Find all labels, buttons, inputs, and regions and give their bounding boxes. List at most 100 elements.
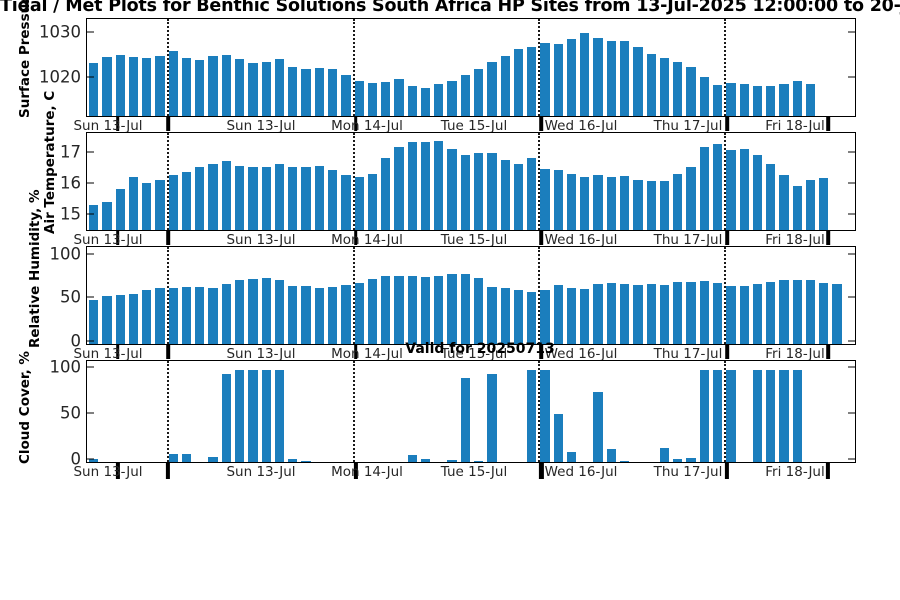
y-tick-mark [87,458,94,460]
bar [766,370,776,462]
day-separator-gridline [352,133,355,230]
bar [739,84,749,116]
bar [752,154,763,230]
bar [686,458,696,462]
bar [620,283,630,344]
bar [699,77,709,116]
x-axis-major-tick [725,117,730,131]
x-tick-label: Thu 17-Jul [653,346,723,362]
bar [407,86,417,116]
x-axis-major-tick [166,345,171,359]
bar [460,74,470,116]
bar [606,283,617,344]
bar [102,296,112,344]
x-tick-label: Wed 16-Jul [544,118,618,134]
bar [540,290,550,344]
bar [659,284,670,344]
bar [527,47,537,116]
bar [274,370,285,462]
bar [88,204,99,230]
bar [726,370,736,462]
bar [301,285,311,344]
y-tick-mark [87,151,94,153]
bar [712,84,723,116]
bar [766,164,776,230]
bar [473,461,484,462]
bar [460,154,470,230]
panel-relative-humidity: 0 50 100 [50,244,856,351]
y-tick-label: 100 [49,244,82,264]
x-tick-label: Sun 13-Jul [73,464,143,480]
x-axis-major-tick [539,231,544,245]
x-axis-major-tick [826,345,830,359]
bar [779,83,789,116]
plot-area-surface-pressure [87,19,855,116]
bar [712,283,723,344]
day-separator-gridline [166,361,169,462]
bar [500,159,510,230]
x-tick-label: Sun 13-Jul [73,232,143,248]
bar [341,284,351,344]
day-separator-gridline [538,247,541,344]
bar [752,370,763,462]
bar [447,148,457,230]
bar [553,170,563,230]
bar [726,285,736,344]
day-separator-gridline [352,361,355,462]
bar [261,277,271,344]
day-separator-gridline [352,247,355,344]
bar [288,285,298,344]
bar [792,370,802,462]
day-separator-gridline [166,247,169,344]
bar [805,83,816,116]
bar [580,33,590,116]
bar [394,79,404,116]
x-tick-label: Fri 18-Jul [765,118,825,134]
day-separator-gridline [538,19,541,116]
y-axis-title: Relative Humidity, % [27,189,43,348]
x-axis-major-tick [166,117,171,131]
bar [513,164,524,230]
bar [168,288,178,344]
bar [221,283,232,344]
bar [301,166,311,230]
bar [314,67,324,116]
bar [155,288,165,344]
bar [288,459,298,462]
bar [606,176,617,230]
bar [288,167,298,230]
bar [128,176,139,230]
bar [420,276,431,344]
day-separator-gridline [538,133,541,230]
x-tick-label: Thu 17-Jul [653,118,723,134]
bar [819,178,829,230]
y-tick-mark [848,76,855,78]
bar [181,453,192,462]
x-axis-major-tick [116,231,120,245]
bar [181,172,192,230]
bar [646,53,656,116]
day-separator-gridline [724,133,727,230]
x-axis-band-surface-pressure: Sun 13-Jul Sun 13-Jul Mon 14-Jul Tue 15-Jul… [73,117,856,138]
bar [221,54,232,116]
y-tick-mark [87,31,94,33]
day-separator-gridline [724,247,727,344]
day-separator-gridline [538,361,541,462]
bar [620,175,630,230]
x-axis-major-tick [826,117,830,131]
bar [659,57,670,116]
bar [142,58,152,116]
bar [394,146,404,230]
x-tick-label: Sun 13-Jul [226,346,296,362]
bar [208,56,218,116]
y-tick-mark [848,366,855,368]
bar [354,283,364,344]
bar [155,55,165,116]
y-axis-title: Surface Pressure, [17,0,33,118]
bar [235,165,245,230]
day-separator-gridline [724,19,727,116]
y-tick-mark [848,253,855,255]
bar [540,168,550,230]
x-axis-major-tick [725,231,730,245]
panel-surface-pressure: 1020 1030 [39,18,856,117]
